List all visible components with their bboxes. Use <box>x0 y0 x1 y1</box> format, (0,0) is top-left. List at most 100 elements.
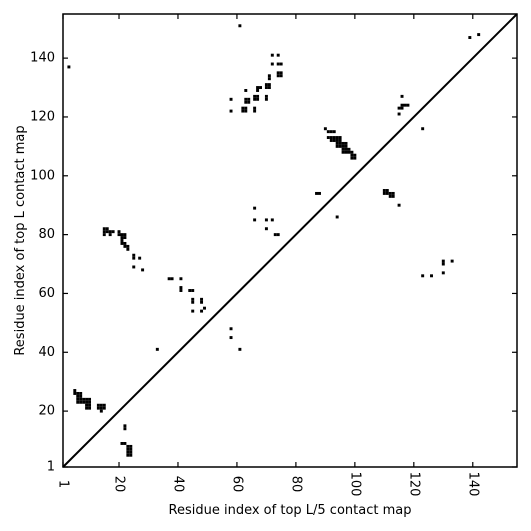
contact-point <box>430 274 433 278</box>
contact-point <box>73 389 77 392</box>
contact-point <box>400 103 404 107</box>
x-tick-label: 80 <box>288 476 303 493</box>
contact-point <box>229 327 233 331</box>
contact-point <box>120 442 124 445</box>
y-tick-label: 20 <box>38 404 55 419</box>
contact-point <box>477 33 481 37</box>
contact-point <box>344 150 348 154</box>
y-tick-label: 60 <box>38 286 55 301</box>
contact-point <box>397 106 401 110</box>
contact-point <box>132 256 136 260</box>
contact-point <box>267 77 271 81</box>
contact-point <box>276 74 280 78</box>
contact-point <box>99 409 103 413</box>
contact-point <box>129 444 133 448</box>
contact-point <box>421 274 425 278</box>
contact-point <box>382 189 386 192</box>
contact-point <box>341 144 345 148</box>
contact-point <box>256 86 260 90</box>
x-tick-label: 20 <box>112 476 127 493</box>
y-tick-label: 80 <box>38 227 55 242</box>
contact-point <box>335 144 339 148</box>
contact-point <box>102 403 106 407</box>
contact-point <box>326 130 330 134</box>
contact-point <box>323 127 327 131</box>
contact-point <box>123 244 127 248</box>
contact-point <box>167 277 171 281</box>
contact-point <box>88 397 92 401</box>
contact-point <box>179 277 183 281</box>
x-tick-label: 1 <box>56 480 71 488</box>
contact-point <box>99 403 103 407</box>
contact-point <box>259 86 262 90</box>
contact-point <box>96 403 100 407</box>
contact-point <box>191 297 195 301</box>
contact-point <box>253 109 257 113</box>
x-tick-label: 60 <box>229 476 244 493</box>
contact-point <box>347 150 351 154</box>
contact-point <box>123 424 127 428</box>
contact-point <box>117 230 121 234</box>
y-tick-label: 140 <box>30 51 55 66</box>
contact-point <box>200 309 204 313</box>
contact-point <box>341 150 345 154</box>
x-tick-label: 120 <box>406 472 421 497</box>
contact-point <box>120 241 124 245</box>
contact-point <box>441 262 445 266</box>
contact-point <box>468 36 472 39</box>
contact-point <box>200 300 204 304</box>
contact-point <box>247 97 251 101</box>
y-axis-label: Residue index of top L contact map <box>13 125 28 355</box>
contact-point <box>126 453 130 457</box>
contact-point <box>338 144 342 148</box>
contact-point <box>353 156 357 160</box>
plot-frame <box>62 13 518 468</box>
contact-point <box>253 106 257 110</box>
x-tick-label: 140 <box>465 472 480 497</box>
contact-point <box>126 450 130 454</box>
contact-point <box>102 230 106 234</box>
contact-point <box>391 191 395 195</box>
contact-point <box>344 147 348 151</box>
contact-point <box>73 391 77 395</box>
contact-point <box>397 203 401 207</box>
contact-point <box>102 233 106 237</box>
contact-point <box>244 97 248 101</box>
contact-point <box>123 233 127 237</box>
contact-point <box>120 236 124 240</box>
contact-point <box>270 62 274 66</box>
contact-point <box>335 139 339 142</box>
contact-point <box>200 297 204 301</box>
contact-point <box>273 233 277 237</box>
contact-point <box>88 403 92 407</box>
contact-point <box>270 53 274 57</box>
y-tick-label: 120 <box>30 109 55 124</box>
contact-point <box>279 74 283 78</box>
diagonal-line <box>62 13 518 468</box>
contact-point <box>332 130 336 134</box>
contact-point <box>244 106 248 110</box>
contact-point <box>353 153 357 157</box>
contact-point <box>264 97 268 101</box>
contact-point <box>138 256 142 260</box>
contact-point <box>129 453 133 457</box>
contact-point <box>123 442 127 445</box>
contact-point <box>76 400 80 404</box>
contact-point <box>229 336 233 340</box>
contact-point <box>85 403 89 407</box>
contact-point <box>108 230 112 234</box>
contact-point <box>126 244 130 248</box>
y-tick-label: 100 <box>30 168 55 183</box>
contact-point <box>388 194 392 198</box>
contact-point <box>247 100 251 104</box>
contact-point <box>329 139 333 142</box>
contact-point <box>256 94 260 98</box>
x-axis-label: Residue index of top L/5 contact map <box>169 503 412 518</box>
contact-point <box>88 400 92 404</box>
contact-point <box>335 136 339 140</box>
contact-point <box>441 259 445 263</box>
contact-point <box>129 447 133 451</box>
contact-point <box>79 397 83 401</box>
contact-point <box>406 103 410 107</box>
